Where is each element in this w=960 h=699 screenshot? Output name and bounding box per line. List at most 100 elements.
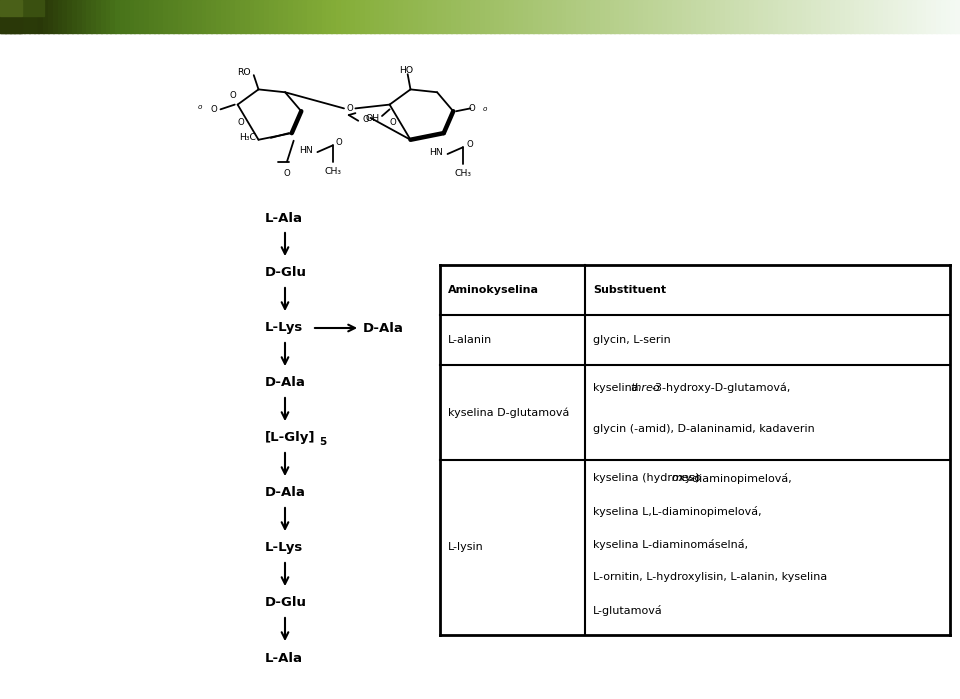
Bar xyxy=(168,0,174,33)
Text: O: O xyxy=(237,117,244,127)
Text: glycin, L-serin: glycin, L-serin xyxy=(593,335,671,345)
Bar xyxy=(475,0,481,33)
Bar xyxy=(331,0,337,33)
Bar xyxy=(514,0,519,33)
Bar xyxy=(542,0,548,33)
Bar xyxy=(859,0,865,33)
Bar xyxy=(427,0,433,33)
Bar xyxy=(946,0,951,33)
Bar xyxy=(245,0,251,33)
Bar xyxy=(298,0,303,33)
Bar xyxy=(408,0,414,33)
Text: D-Ala: D-Ala xyxy=(265,377,306,389)
Bar xyxy=(619,0,625,33)
Bar xyxy=(158,0,164,33)
Bar xyxy=(302,0,308,33)
Bar xyxy=(576,0,582,33)
Bar xyxy=(202,0,207,33)
Text: O: O xyxy=(468,104,475,113)
Bar xyxy=(499,0,505,33)
Bar xyxy=(523,0,529,33)
Bar xyxy=(552,0,558,33)
Bar xyxy=(730,0,735,33)
Text: O: O xyxy=(210,105,217,114)
Bar xyxy=(850,0,855,33)
Text: CH₃: CH₃ xyxy=(324,166,341,175)
Bar xyxy=(293,0,299,33)
Bar xyxy=(86,0,92,33)
Bar xyxy=(581,0,587,33)
Bar xyxy=(317,0,323,33)
Bar xyxy=(830,0,836,33)
Bar xyxy=(110,0,116,33)
Bar xyxy=(883,0,889,33)
Bar xyxy=(811,0,817,33)
Bar xyxy=(888,0,894,33)
Bar xyxy=(624,0,630,33)
Bar xyxy=(350,0,356,33)
Bar xyxy=(562,0,567,33)
Bar xyxy=(912,0,918,33)
Bar xyxy=(816,0,822,33)
Bar xyxy=(821,0,827,33)
Bar xyxy=(154,0,159,33)
Bar xyxy=(600,0,606,33)
Bar xyxy=(480,0,486,33)
Bar xyxy=(91,0,97,33)
Bar xyxy=(528,0,534,33)
Bar xyxy=(710,0,716,33)
Bar xyxy=(643,0,649,33)
Bar xyxy=(720,0,726,33)
Bar xyxy=(595,0,601,33)
Bar xyxy=(10,0,15,33)
Bar xyxy=(134,0,140,33)
Bar xyxy=(686,0,692,33)
Bar xyxy=(278,0,284,33)
Bar xyxy=(58,0,63,33)
Text: H₃C: H₃C xyxy=(239,134,255,143)
Text: L-alanin: L-alanin xyxy=(448,335,492,345)
Bar xyxy=(826,0,831,33)
Bar xyxy=(67,0,73,33)
Text: L-Ala: L-Ala xyxy=(265,651,303,665)
Bar xyxy=(739,0,745,33)
Bar xyxy=(696,0,702,33)
Text: glycin (-amid), D-alaninamid, kadaverin: glycin (-amid), D-alaninamid, kadaverin xyxy=(593,424,815,434)
Text: O: O xyxy=(336,138,343,147)
Text: 5: 5 xyxy=(319,437,326,447)
Text: O: O xyxy=(466,140,472,149)
Bar xyxy=(902,0,908,33)
Text: threo: threo xyxy=(631,383,660,393)
Bar xyxy=(413,0,419,33)
Bar xyxy=(355,0,361,33)
Bar xyxy=(43,0,49,33)
Bar xyxy=(926,0,932,33)
Bar xyxy=(5,0,11,33)
Bar xyxy=(590,0,596,33)
Text: Substituent: Substituent xyxy=(593,285,666,295)
Bar xyxy=(437,0,443,33)
Bar xyxy=(14,0,20,33)
Text: Aminokyselina: Aminokyselina xyxy=(448,285,539,295)
Text: meso: meso xyxy=(672,473,703,483)
Bar xyxy=(187,0,193,33)
Bar xyxy=(763,0,769,33)
Bar xyxy=(432,0,438,33)
Bar xyxy=(115,0,121,33)
Text: D-Ala: D-Ala xyxy=(363,322,404,335)
Bar xyxy=(341,0,347,33)
Bar xyxy=(835,0,841,33)
Bar xyxy=(374,0,380,33)
Text: L-Lys: L-Lys xyxy=(265,542,303,554)
Text: D-Glu: D-Glu xyxy=(265,266,307,280)
Bar xyxy=(384,0,390,33)
Bar xyxy=(235,0,241,33)
Bar xyxy=(72,0,78,33)
Bar xyxy=(773,0,779,33)
Bar xyxy=(322,0,327,33)
Bar xyxy=(955,0,960,33)
Bar xyxy=(734,0,740,33)
Bar xyxy=(307,0,313,33)
Bar xyxy=(701,0,707,33)
Bar xyxy=(264,0,270,33)
